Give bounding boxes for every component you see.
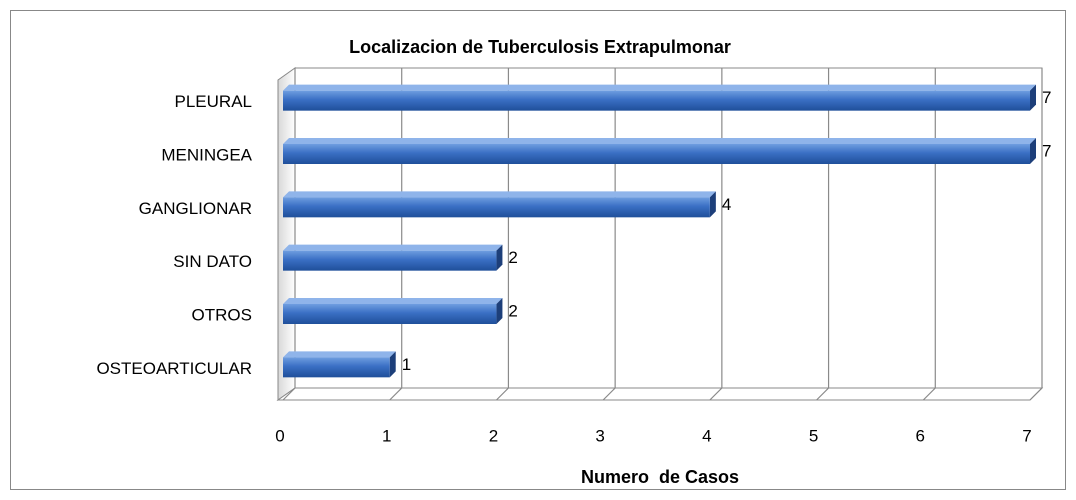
bar: [283, 197, 710, 218]
grid-line: [282, 68, 296, 401]
bar-side: [389, 351, 396, 378]
bar-top: [283, 191, 716, 198]
data-label: 7: [1042, 141, 1051, 160]
bar-side: [709, 191, 716, 218]
data-label: 2: [508, 301, 517, 320]
x-tick-label: 2: [489, 426, 498, 445]
bar: [283, 304, 497, 324]
bar: [283, 357, 390, 378]
bar-top: [283, 84, 1036, 91]
y-tick-label: MENINGEA: [161, 145, 252, 164]
bar-top: [283, 298, 503, 304]
bar: [283, 144, 1030, 164]
y-tick-label: SIN DATO: [173, 252, 252, 271]
grid-line: [602, 68, 616, 401]
grid-line: [389, 68, 403, 401]
y-tick-label: PLEURAL: [175, 92, 252, 111]
bar: [283, 250, 497, 271]
x-tick-label: 1: [382, 426, 391, 445]
bar-top: [283, 138, 1036, 144]
left-wall: [277, 67, 296, 401]
data-label: 2: [508, 248, 517, 267]
bar-top: [283, 244, 503, 251]
grid-line: [922, 68, 936, 401]
grid-line: [709, 68, 723, 401]
x-tick-label: 3: [595, 426, 604, 445]
y-tick-label: GANGLIONAR: [139, 199, 252, 218]
floor: [276, 387, 1044, 401]
data-label: 4: [722, 195, 731, 214]
x-tick-label: 7: [1022, 426, 1031, 445]
bar-top: [283, 351, 396, 358]
bar-side: [1030, 138, 1036, 164]
y-tick-label: OTROS: [192, 305, 252, 324]
data-label: 1: [402, 355, 411, 374]
bar-side: [496, 298, 503, 324]
chart-title: Localizacion de Tuberculosis Extrapulmon…: [349, 37, 731, 57]
grid-line: [816, 68, 830, 401]
x-tick-label: 5: [809, 426, 818, 445]
x-tick-label: 4: [702, 426, 711, 445]
data-label: 7: [1042, 88, 1051, 107]
grid-line: [496, 68, 510, 401]
bar-side: [496, 244, 503, 271]
back-wall: [294, 67, 1043, 389]
grid-line: [1029, 68, 1043, 401]
bar-side: [1030, 84, 1036, 111]
x-tick-label: 0: [275, 426, 284, 445]
y-tick-label: OSTEOARTICULAR: [96, 359, 252, 378]
x-tick-label: 6: [916, 426, 925, 445]
x-axis-label: Numero de Casos: [581, 467, 739, 487]
bar: [283, 90, 1030, 111]
